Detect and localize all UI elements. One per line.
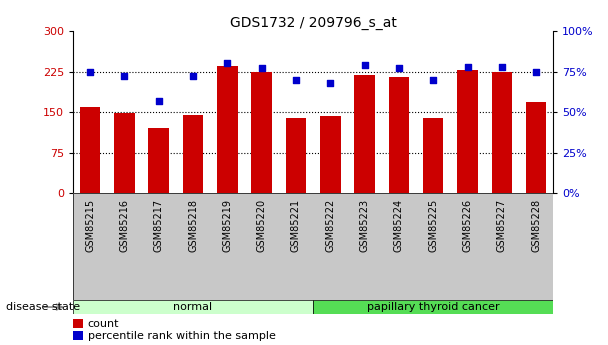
Text: GSM85225: GSM85225 (428, 198, 438, 252)
Bar (313, 300, 553, 314)
Bar (451, 193, 485, 300)
Bar (80, 107, 100, 193)
Point (428, 77, 438, 82)
Bar (114, 113, 135, 193)
Point (394, 66, 404, 71)
Bar (485, 193, 519, 300)
Point (463, 64, 472, 69)
Bar (142, 193, 176, 300)
Point (120, 74, 130, 79)
Text: GSM85216: GSM85216 (119, 198, 130, 252)
Text: percentile rank within the sample: percentile rank within the sample (88, 331, 275, 341)
Point (223, 61, 232, 66)
Bar (73, 300, 313, 314)
Bar (382, 193, 416, 300)
Bar (217, 66, 238, 193)
Point (188, 74, 198, 79)
Bar (279, 193, 313, 300)
Text: GSM85217: GSM85217 (154, 198, 164, 252)
Point (497, 64, 506, 69)
Bar (347, 193, 382, 300)
Text: GSM85215: GSM85215 (85, 198, 95, 252)
Point (360, 62, 370, 68)
Text: GSM85227: GSM85227 (497, 198, 507, 252)
Bar (251, 71, 272, 193)
Bar (457, 70, 478, 193)
Bar (491, 71, 512, 193)
Bar (286, 118, 306, 193)
Bar (354, 75, 375, 193)
Text: normal: normal (173, 302, 213, 312)
Text: GSM85220: GSM85220 (257, 198, 267, 252)
Title: GDS1732 / 209796_s_at: GDS1732 / 209796_s_at (230, 16, 396, 30)
Bar (176, 193, 210, 300)
Bar (526, 102, 547, 193)
Bar (210, 193, 244, 300)
Bar (244, 193, 279, 300)
Bar (389, 77, 409, 193)
Bar (73, 193, 107, 300)
Text: GSM85219: GSM85219 (223, 198, 232, 252)
Text: GSM85226: GSM85226 (463, 198, 472, 252)
Text: disease state: disease state (6, 302, 80, 312)
Point (154, 98, 164, 104)
Bar (73, 319, 83, 328)
Bar (73, 331, 83, 340)
Text: GSM85218: GSM85218 (188, 198, 198, 252)
Bar (423, 118, 443, 193)
Bar (148, 128, 169, 193)
Bar (183, 115, 203, 193)
Bar (313, 193, 347, 300)
Text: papillary thyroid cancer: papillary thyroid cancer (367, 302, 500, 312)
Text: GSM85221: GSM85221 (291, 198, 301, 252)
Text: count: count (88, 319, 119, 329)
Bar (519, 193, 553, 300)
Bar (107, 193, 142, 300)
Point (325, 80, 335, 86)
Point (531, 69, 541, 74)
Bar (416, 193, 451, 300)
Point (291, 77, 301, 82)
Text: GSM85223: GSM85223 (359, 198, 370, 252)
Text: GSM85228: GSM85228 (531, 198, 541, 252)
Text: GSM85222: GSM85222 (325, 198, 335, 252)
Point (85, 69, 95, 74)
Point (257, 66, 266, 71)
Text: GSM85224: GSM85224 (394, 198, 404, 252)
Bar (320, 116, 340, 193)
